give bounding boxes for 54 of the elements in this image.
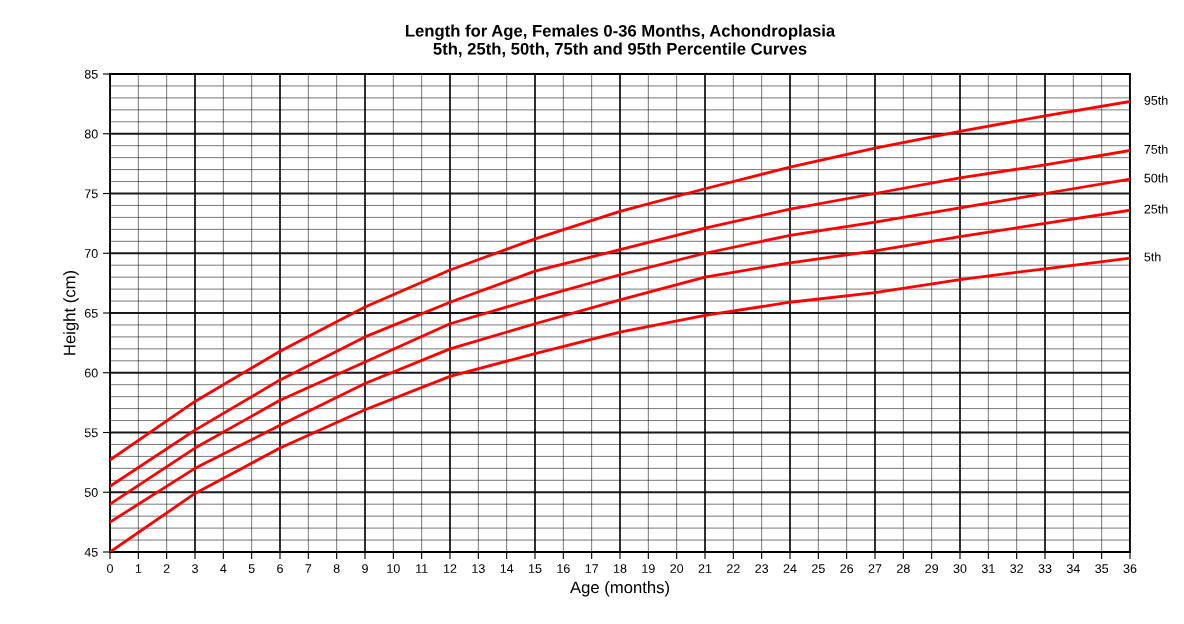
x-tick-label: 16 bbox=[557, 564, 570, 573]
x-tick-label: 28 bbox=[897, 564, 910, 573]
y-tick-label: 70 bbox=[84, 249, 98, 258]
x-tick-label: 17 bbox=[585, 564, 598, 573]
series-label: 25th bbox=[1144, 204, 1168, 214]
x-tick-label: 7 bbox=[305, 564, 312, 573]
y-tick-label: 85 bbox=[84, 69, 98, 79]
x-tick-label: 27 bbox=[868, 564, 882, 573]
x-tick-label: 26 bbox=[840, 564, 854, 573]
x-tick-label: 34 bbox=[1066, 564, 1080, 573]
series-label: 95th bbox=[1144, 95, 1168, 105]
x-tick-label: 8 bbox=[333, 564, 340, 573]
x-tick-label: 21 bbox=[698, 564, 712, 573]
y-tick-label: 55 bbox=[84, 428, 98, 438]
x-tick-label: 29 bbox=[925, 564, 939, 573]
x-tick-label: 33 bbox=[1038, 564, 1052, 573]
x-tick-label: 0 bbox=[107, 564, 113, 573]
y-tick-label: 45 bbox=[84, 547, 98, 557]
x-tick-label: 13 bbox=[472, 564, 485, 573]
x-tick-label: 32 bbox=[1010, 564, 1023, 573]
series-label: 75th bbox=[1144, 144, 1168, 154]
x-tick-label: 15 bbox=[529, 564, 542, 573]
series-label: 50th bbox=[1144, 173, 1168, 183]
x-tick-label: 30 bbox=[953, 564, 967, 573]
x-tick-label: 36 bbox=[1123, 564, 1137, 573]
y-tick-label: 80 bbox=[84, 129, 98, 139]
x-tick-label: 23 bbox=[755, 564, 769, 573]
x-tick-label: 3 bbox=[192, 564, 198, 573]
x-tick-label: 9 bbox=[362, 564, 368, 573]
x-tick-label: 6 bbox=[277, 564, 283, 573]
x-tick-label: 31 bbox=[981, 564, 995, 573]
x-tick-label: 5 bbox=[248, 564, 255, 573]
chart-title: Length for Age, Females 0-36 Months, Achondroplasia 5th, 25th, 50th, 75th and 95th Percentile Curves bbox=[405, 24, 836, 58]
x-tick-label: 2 bbox=[163, 564, 170, 573]
x-tick-label: 19 bbox=[642, 564, 655, 573]
x-tick-label: 10 bbox=[387, 564, 400, 573]
y-tick-label: 60 bbox=[84, 368, 98, 378]
x-tick-label: 18 bbox=[614, 564, 627, 573]
x-tick-label: 22 bbox=[727, 564, 740, 573]
x-tick-label: 35 bbox=[1095, 564, 1109, 573]
x-tick-label: 4 bbox=[220, 564, 227, 573]
x-tick-label: 12 bbox=[444, 564, 457, 573]
x-tick-label: 25 bbox=[812, 564, 825, 573]
y-tick-label: 50 bbox=[84, 488, 98, 497]
x-tick-label: 20 bbox=[670, 564, 684, 573]
y-tick-label: 65 bbox=[84, 308, 98, 318]
y-tick-label: 75 bbox=[84, 189, 98, 199]
x-tick-label: 1 bbox=[135, 564, 142, 573]
x-tick-label: 14 bbox=[500, 564, 514, 573]
x-axis-title: Age (months) bbox=[570, 581, 669, 597]
x-tick-label: 11 bbox=[416, 564, 428, 573]
x-tick-label: 24 bbox=[783, 564, 797, 573]
y-axis-title: Height (cm) bbox=[63, 270, 79, 355]
series-label: 5th bbox=[1144, 252, 1161, 262]
